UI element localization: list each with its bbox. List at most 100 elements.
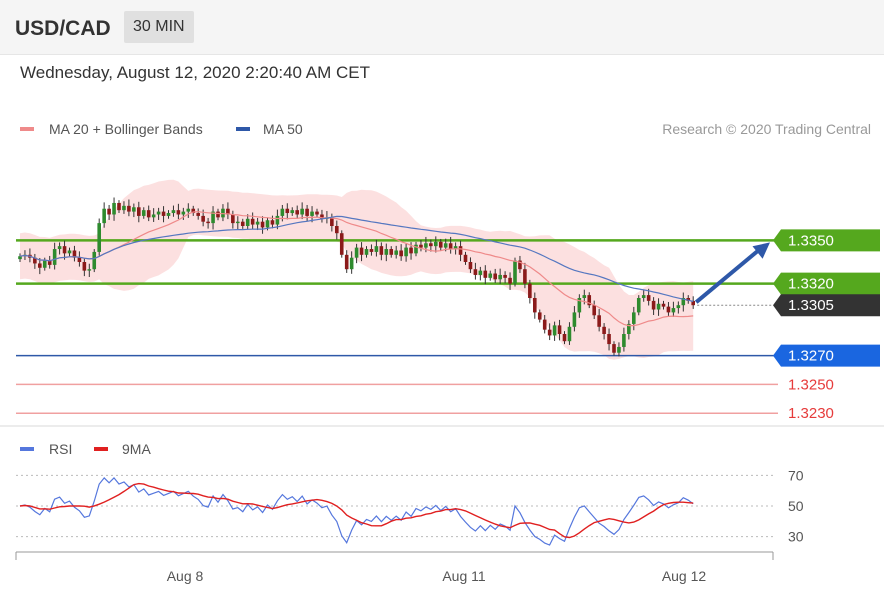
candle-body [523, 269, 527, 284]
symbol-title: USD/CAD [15, 17, 111, 40]
candle-body [52, 249, 57, 265]
candle-body [597, 315, 601, 327]
candle-body [666, 306, 671, 313]
candle-body [186, 208, 191, 212]
candle [557, 319, 562, 341]
candle-body [260, 221, 265, 228]
pivot-level-label: 1.3270 [788, 348, 834, 365]
candle-body [414, 244, 418, 254]
resistance-price-tag: 1.3320 [773, 272, 880, 295]
candle [577, 294, 582, 318]
candle-body [602, 326, 606, 334]
candle-body [552, 325, 557, 336]
candle-body [339, 233, 344, 255]
candle [181, 207, 186, 220]
candle-body [191, 208, 196, 214]
candle [399, 244, 403, 261]
candle [206, 217, 210, 229]
candle-body [424, 243, 428, 248]
candle-body [498, 274, 502, 280]
candle [364, 246, 369, 258]
candle [38, 257, 42, 275]
candle [632, 306, 636, 331]
candle [651, 297, 656, 315]
candle [156, 207, 161, 220]
target-arrow-head [752, 242, 770, 259]
candle [508, 272, 512, 290]
candle-body [97, 223, 101, 252]
candle [389, 246, 394, 258]
candle [607, 328, 611, 351]
candle-body [587, 295, 592, 306]
resistance-price-tag: 1.3350 [773, 229, 880, 252]
candle-body [636, 298, 641, 313]
candle-body [473, 269, 478, 275]
candle [379, 242, 384, 261]
candle [676, 301, 681, 314]
candle [18, 253, 22, 262]
candle-body [533, 298, 537, 313]
candle-body [374, 246, 379, 252]
candle-body [577, 298, 582, 313]
candle [137, 201, 141, 223]
candle [310, 206, 314, 223]
candle [369, 244, 374, 256]
candle-body [488, 273, 493, 278]
chart-datetime: Wednesday, August 12, 2020 2:20:40 AM CE… [20, 63, 370, 82]
candle [290, 207, 295, 216]
target-arrow-shaft [694, 245, 764, 304]
ma20-line [19, 211, 694, 327]
candle-body [231, 214, 235, 224]
candle [537, 309, 542, 323]
x-tick-label: Aug 11 [442, 568, 486, 584]
candle [260, 216, 265, 234]
candle-body [419, 244, 423, 248]
candle-body [671, 308, 676, 313]
candle [236, 216, 240, 230]
candle [330, 213, 334, 232]
ma20-legend-label: MA 20 + Bollinger Bands [49, 121, 203, 137]
x-axis: Aug 8 Aug 11 Aug 12 [15, 551, 774, 584]
candle-body [255, 221, 260, 225]
candle-body [344, 254, 349, 270]
candle-body [146, 210, 151, 218]
candle [498, 268, 502, 284]
candle-body [181, 211, 186, 215]
candle-body [676, 305, 681, 309]
candle [300, 202, 304, 220]
candle [641, 290, 646, 302]
candle [354, 243, 359, 264]
candle [305, 204, 309, 222]
pivot-price-tag: 1.3270 [773, 344, 880, 367]
candle-body [468, 262, 473, 270]
rsi-tick-label: 30 [788, 529, 804, 545]
candle-body [656, 303, 661, 310]
candle [523, 262, 527, 289]
candle [448, 236, 453, 254]
candle [72, 245, 77, 262]
candle-body [82, 262, 87, 271]
candle [666, 302, 671, 317]
candle-body [567, 326, 572, 342]
candle [122, 201, 126, 214]
candle-body [166, 213, 171, 216]
candle [384, 243, 389, 262]
timeframe-button[interactable]: 30 MIN [124, 11, 194, 43]
candle-body [77, 257, 82, 262]
candle-body [379, 246, 384, 255]
candle [429, 239, 433, 252]
price-tag-shape [773, 344, 880, 367]
candle-body [320, 214, 324, 219]
candle [473, 262, 478, 280]
candle-body [265, 220, 270, 228]
candle [646, 288, 651, 306]
ma50-legend-label: MA 50 [263, 121, 303, 137]
candle [483, 265, 488, 285]
candle-body [330, 217, 334, 226]
candle-body [42, 260, 47, 268]
candle [458, 240, 463, 262]
candle-body [651, 300, 656, 310]
candle [270, 215, 275, 229]
candle [562, 331, 567, 345]
candle-body [537, 312, 542, 320]
